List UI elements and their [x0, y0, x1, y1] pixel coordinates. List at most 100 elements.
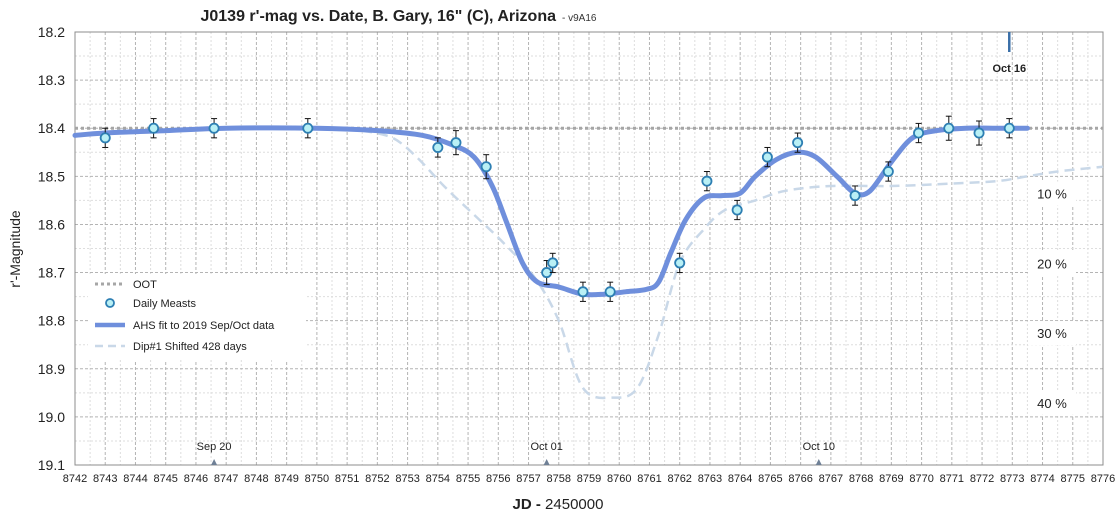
dip-shifted-line [361, 129, 1104, 400]
measurement-points-group [99, 115, 1015, 302]
data-point [450, 137, 462, 149]
x-tick-label: 8766 [788, 473, 812, 485]
x-tick-label: 8772 [970, 473, 994, 485]
x-tick-label: 8757 [516, 473, 540, 485]
x-axis-label: JD - 2450000 [513, 496, 604, 513]
y-tick-label: 18.9 [38, 361, 65, 377]
date-marker-label: Sep 20 [197, 441, 232, 453]
data-point [148, 122, 160, 134]
x-tick-label: 8752 [365, 473, 389, 485]
chart-title: J0139 r'-mag vs. Date, B. Gary, 16" (C),… [200, 8, 556, 25]
x-tick-label: 8755 [456, 473, 480, 485]
legend-swatch-points [105, 298, 115, 308]
data-point [792, 137, 804, 149]
ahs-fit-line [72, 125, 1030, 298]
x-tick-label: 8764 [728, 473, 752, 485]
x-tick-label: 8767 [819, 473, 843, 485]
plot-area [74, 31, 1104, 466]
percent-label: 10 % [1037, 187, 1067, 202]
data-point [1003, 122, 1015, 134]
x-tick-label: 8746 [184, 473, 208, 485]
x-tick-label: 8762 [667, 473, 691, 485]
data-point [849, 190, 861, 202]
x-tick-label: 8760 [607, 473, 631, 485]
tick-labels-group: 8742 8743 8744 8745 8746 8747 8748 8749 8750 8751… [38, 24, 1115, 485]
data-point [577, 286, 589, 298]
chart-version: - v9A16 [562, 13, 597, 24]
y-tick-label: 19.0 [38, 409, 65, 425]
date-marker-triangle [815, 459, 822, 465]
x-tick-label: 8768 [849, 473, 873, 485]
x-tick-label: 8775 [1061, 473, 1085, 485]
y-tick-label: 18.6 [38, 216, 65, 232]
y-tick-label: 18.4 [38, 120, 65, 136]
y-tick-label: 18.8 [38, 313, 65, 329]
x-tick-label: 8758 [547, 473, 571, 485]
data-point [701, 175, 713, 187]
data-point [302, 122, 314, 134]
x-tick-label: 8749 [274, 473, 298, 485]
y-tick-label: 19.1 [38, 457, 65, 473]
y-tick-label: 18.5 [38, 168, 65, 184]
y-axis-label: r'-Magnitude [7, 210, 23, 288]
percent-labels-group: 10 % 20 % 30 % 40 % [1028, 181, 1076, 415]
data-point [604, 286, 616, 298]
percent-label-bg [1028, 181, 1076, 206]
legend-entry: AHS fit to 2019 Sep/Oct data [133, 320, 275, 332]
x-tick-label: 8747 [214, 473, 238, 485]
x-tick-label: 8753 [395, 473, 419, 485]
date-marker-label: Oct 01 [530, 441, 562, 453]
y-tick-label: 18.2 [38, 24, 65, 40]
current-date-label: Oct 16 [992, 63, 1026, 75]
x-tick-label: 8774 [1030, 473, 1054, 485]
x-tick-label: 8773 [1000, 473, 1024, 485]
data-point [761, 151, 773, 163]
data-point [973, 127, 985, 139]
fit-series-group [72, 125, 1030, 298]
legend-entry: OOT [133, 279, 157, 291]
x-tick-label: 8761 [637, 473, 661, 485]
legend-entry: Daily Measts [133, 298, 196, 310]
x-tick-label: 8751 [335, 473, 359, 485]
percent-label-bg [1028, 251, 1076, 276]
x-tick-label: 8769 [879, 473, 903, 485]
x-tick-label: 8759 [577, 473, 601, 485]
percent-label-bg [1028, 390, 1076, 415]
data-point [480, 161, 492, 173]
x-tick-label: 8765 [758, 473, 782, 485]
percent-label: 20 % [1037, 256, 1067, 271]
x-tick-label: 8750 [305, 473, 329, 485]
x-tick-label: 8742 [63, 473, 87, 485]
percent-label: 40 % [1037, 396, 1067, 411]
data-point [913, 127, 925, 139]
data-point [208, 122, 220, 134]
date-marker-triangle [211, 459, 218, 465]
x-tick-label: 8745 [153, 473, 177, 485]
x-tick-label: 8743 [93, 473, 117, 485]
x-tick-label: 8763 [698, 473, 722, 485]
data-point [943, 122, 955, 134]
x-tick-label: 8771 [940, 473, 964, 485]
grid [74, 31, 1104, 466]
data-point [674, 257, 686, 269]
x-tick-label: 8776 [1091, 473, 1115, 485]
data-point [432, 141, 444, 153]
percent-label-bg [1028, 321, 1076, 346]
date-marker-label: Oct 10 [803, 441, 835, 453]
dip-series-group [361, 129, 1104, 400]
y-tick-label: 18.3 [38, 72, 65, 88]
x-tick-label: 8756 [486, 473, 510, 485]
data-point [882, 166, 894, 178]
x-tick-label: 8748 [244, 473, 268, 485]
legend: OOT Daily Measts AHS fit to 2019 Sep/Oct d… [88, 274, 306, 360]
date-marker-triangle [543, 459, 550, 465]
y-tick-label: 18.7 [38, 265, 65, 281]
legend-entry: Dip#1 Shifted 428 days [133, 341, 247, 353]
x-tick-label: 8754 [426, 473, 450, 485]
date-markers-group: Sep 20 Oct 01 Oct 10 Oct 16 [197, 32, 1026, 465]
x-tick-label: 8770 [909, 473, 933, 485]
data-point [731, 204, 743, 216]
percent-label: 30 % [1037, 326, 1067, 341]
data-point [547, 257, 559, 269]
